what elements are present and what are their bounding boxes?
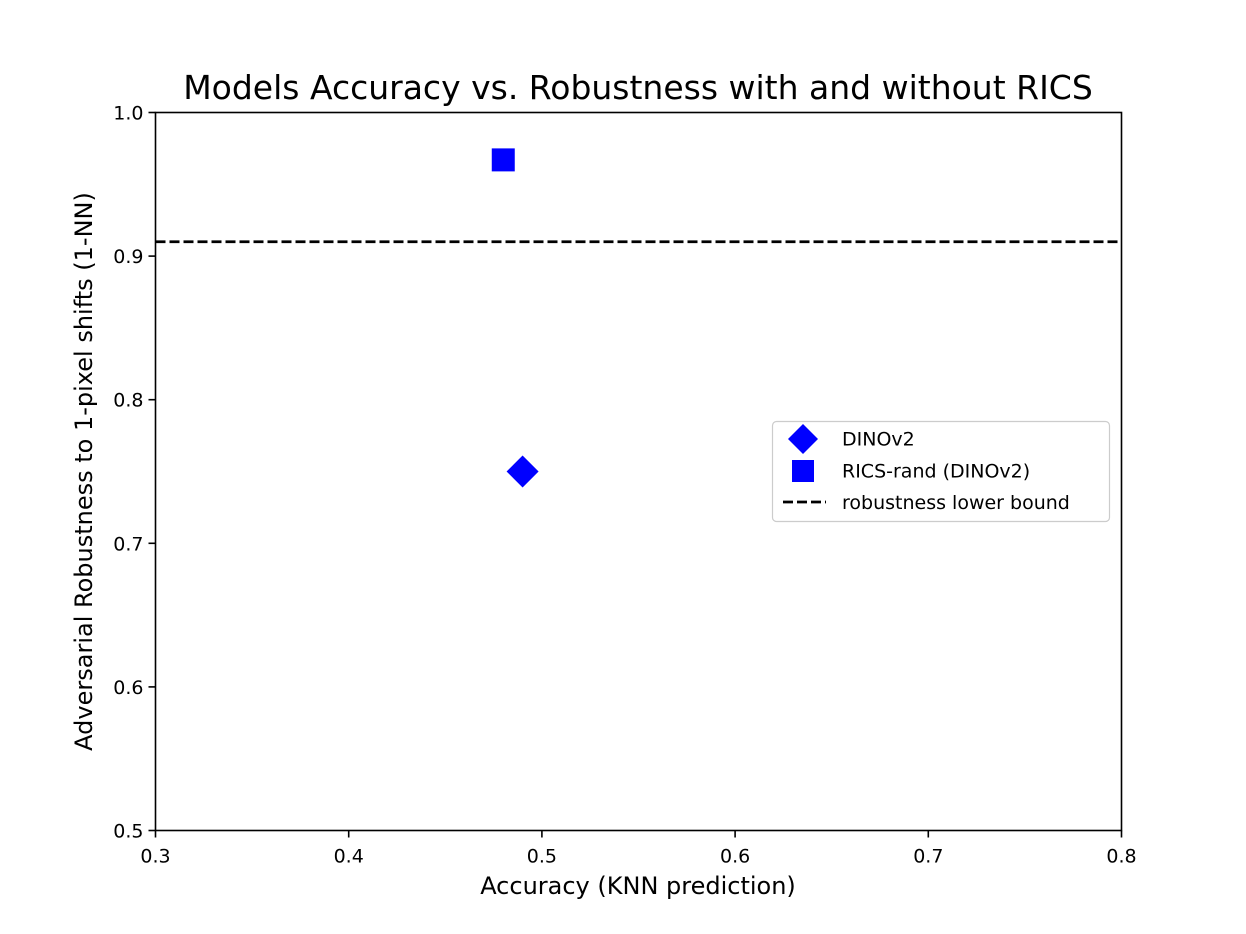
y-tick-label: 0.8 <box>113 390 143 412</box>
ticks-layer: 0.3 0.4 0.5 0.6 0.7 0.8 0.5 0.6 0.7 0.8 0.9 1.0 <box>113 103 1136 868</box>
legend-label-rics-rand: RICS-rand (DINOv2) <box>842 461 1030 483</box>
point-dinov2 <box>506 455 539 488</box>
chart-title: Models Accuracy vs. Robustness with and … <box>183 68 1093 107</box>
x-tick-label: 0.7 <box>913 846 943 868</box>
y-tick-label: 1.0 <box>113 103 143 125</box>
legend-label-lower-bound: robustness lower bound <box>842 492 1070 514</box>
legend: DINOv2 RICS-rand (DINOv2) robustness low… <box>771 420 1111 523</box>
legend-diamond-marker <box>788 424 818 454</box>
y-tick-label: 0.9 <box>113 246 143 268</box>
x-tick-label: 0.6 <box>720 846 750 868</box>
y-tick-label: 0.6 <box>113 677 143 699</box>
x-tick-label: 0.8 <box>1106 846 1136 868</box>
data-points <box>491 148 539 488</box>
y-tick-label: 0.7 <box>113 533 143 555</box>
y-tick-label: 0.5 <box>113 821 143 843</box>
x-tick-label: 0.3 <box>140 846 170 868</box>
legend-label-dinov2: DINOv2 <box>842 429 915 451</box>
y-axis-label: Adversarial Robustness to 1-pixel shifts… <box>70 192 98 751</box>
point-rics-rand-dinov2 <box>491 148 515 172</box>
plot-frame <box>154 111 1123 832</box>
x-axis-label: Accuracy (KNN prediction) <box>480 872 796 900</box>
legend-square-marker <box>792 460 814 482</box>
x-tick-label: 0.4 <box>334 846 364 868</box>
legend-box <box>771 420 1111 523</box>
x-tick-label: 0.5 <box>527 846 557 868</box>
